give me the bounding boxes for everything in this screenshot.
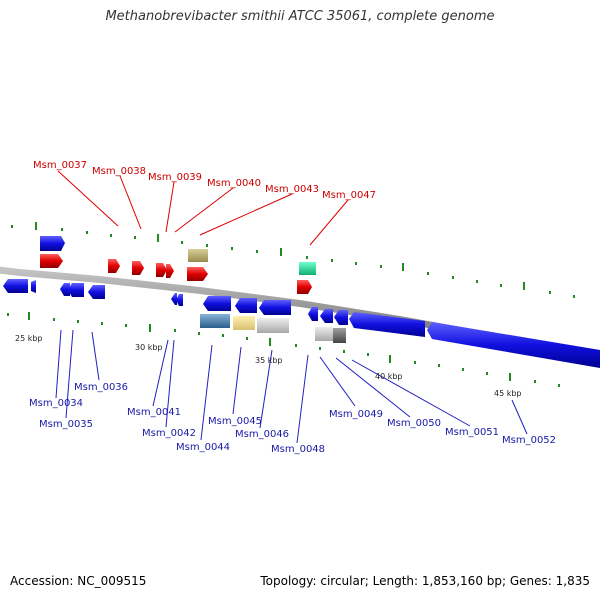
gene-feature[interactable] xyxy=(299,262,316,275)
gene-label[interactable]: Msm_0044 xyxy=(176,442,230,453)
inner-ticks xyxy=(7,312,560,387)
gene-label[interactable]: Msm_0037 xyxy=(33,160,87,171)
gene-feature[interactable] xyxy=(315,327,333,341)
gene-feature[interactable] xyxy=(60,283,70,296)
gene-feature[interactable] xyxy=(259,300,291,315)
gene-feature[interactable] xyxy=(308,307,318,321)
gene-feature[interactable] xyxy=(188,249,208,262)
gene-feature[interactable] xyxy=(320,309,333,323)
gene-feature[interactable] xyxy=(297,280,312,294)
gene-feature[interactable] xyxy=(166,264,174,278)
gene-label[interactable]: Msm_0035 xyxy=(39,419,93,430)
scale-tick-label: 30 kbp xyxy=(135,343,163,352)
gene-label[interactable]: Msm_0051 xyxy=(445,427,499,438)
genome-backbone xyxy=(0,266,600,361)
gene-feature[interactable] xyxy=(68,283,84,297)
gene-label[interactable]: Msm_0047 xyxy=(322,190,376,201)
gene-feature[interactable] xyxy=(40,254,63,268)
gene-label[interactable]: Msm_0052 xyxy=(502,435,556,446)
gene-feature[interactable] xyxy=(334,310,348,325)
scale-labels: 25 kbp 30 kbp 35 kbp 40 kbp 45 kbp xyxy=(15,334,522,398)
gene-feature[interactable] xyxy=(108,259,120,273)
forward-leader-lines xyxy=(57,170,349,246)
gene-label[interactable]: Msm_0049 xyxy=(329,409,383,420)
gene-label[interactable]: Msm_0041 xyxy=(127,407,181,418)
gene-label[interactable]: Msm_0034 xyxy=(29,398,83,409)
gene-label[interactable]: Msm_0045 xyxy=(208,416,262,427)
reverse-labels: Msm_0034 Msm_0035 Msm_0036 Msm_0041 Msm_… xyxy=(29,382,556,455)
gene-label[interactable]: Msm_0042 xyxy=(142,428,196,439)
topology-text: Topology: circular; Length: 1,853,160 bp… xyxy=(260,574,590,588)
gene-feature[interactable] xyxy=(40,236,65,251)
gene-feature[interactable] xyxy=(88,285,105,299)
forward-genes xyxy=(40,236,316,294)
reverse-leader-lines xyxy=(55,329,528,444)
scale-tick-label: 45 kbp xyxy=(494,389,522,398)
gene-feature[interactable] xyxy=(171,293,177,305)
gene-feature[interactable] xyxy=(132,261,144,275)
gene-feature[interactable] xyxy=(3,279,28,293)
gene-feature[interactable] xyxy=(200,314,230,328)
gene-feature[interactable] xyxy=(176,294,183,306)
scale-tick-label: 35 kbp xyxy=(255,356,283,365)
accession-text: Accession: NC_009515 xyxy=(10,574,147,588)
gene-label[interactable]: Msm_0046 xyxy=(235,429,289,440)
reverse-genes xyxy=(3,279,600,368)
gene-label[interactable]: Msm_0036 xyxy=(74,382,128,393)
scale-tick-label: 40 kbp xyxy=(375,372,403,381)
gene-feature[interactable] xyxy=(31,280,36,293)
gene-feature[interactable] xyxy=(257,318,289,333)
gene-feature[interactable] xyxy=(203,296,231,311)
gene-feature[interactable] xyxy=(333,328,346,343)
gene-feature[interactable] xyxy=(156,263,167,277)
map-title: Methanobrevibacter smithii ATCC 35061, c… xyxy=(105,9,495,24)
gene-feature[interactable] xyxy=(349,312,425,337)
gene-label[interactable]: Msm_0050 xyxy=(387,418,441,429)
gene-feature[interactable] xyxy=(187,267,208,281)
forward-labels: Msm_0037 Msm_0038 Msm_0039 Msm_0040 Msm_… xyxy=(33,160,376,201)
scale-tick-label: 25 kbp xyxy=(15,334,43,343)
gene-label[interactable]: Msm_0039 xyxy=(148,172,202,183)
gene-feature[interactable] xyxy=(427,322,600,368)
gene-label[interactable]: Msm_0040 xyxy=(207,178,261,189)
gene-feature[interactable] xyxy=(233,316,255,330)
gene-label[interactable]: Msm_0038 xyxy=(92,166,146,177)
gene-feature[interactable] xyxy=(235,298,257,313)
outer-ticks xyxy=(11,222,575,298)
gene-label[interactable]: Msm_0043 xyxy=(265,184,319,195)
gene-label[interactable]: Msm_0048 xyxy=(271,444,325,455)
